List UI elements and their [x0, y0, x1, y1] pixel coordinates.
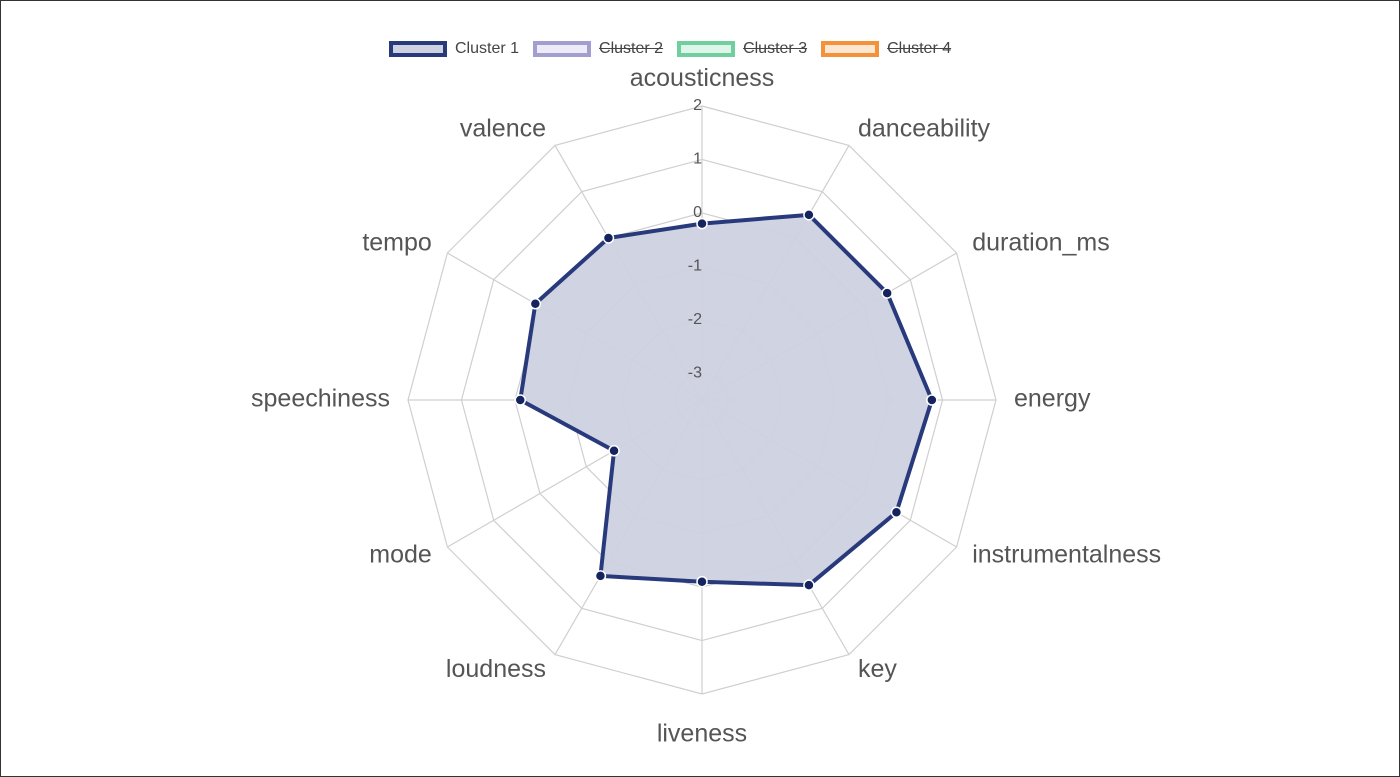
data-point [514, 394, 527, 406]
axis-label-loudness: loudness [446, 655, 546, 683]
data-point [602, 232, 615, 244]
legend-label-cluster-2: Cluster 2 [599, 40, 664, 57]
data-point [881, 287, 893, 299]
axis-label-mode: mode [369, 541, 432, 569]
data-point [890, 506, 903, 519]
legend-swatch-cluster-3 [677, 41, 736, 57]
legend-item-cluster-3[interactable]: Cluster 3 [677, 40, 807, 58]
legend-label-cluster-1: Cluster 1 [455, 40, 520, 57]
radial-tick-label: -2 [688, 311, 702, 328]
axis-label-energy: energy [1014, 385, 1091, 413]
data-point [608, 445, 620, 457]
axis-label-acousticness: acousticness [630, 64, 775, 92]
legend-item-cluster-4[interactable]: Cluster 4 [821, 40, 951, 58]
axis-label-speechiness: speechiness [251, 385, 390, 413]
radial-tick-label: 0 [693, 204, 702, 221]
axis-label-danceability: danceability [858, 114, 991, 142]
legend-item-cluster-1[interactable]: Cluster 1 [389, 40, 519, 58]
legend-item-cluster-2[interactable]: Cluster 2 [533, 40, 663, 58]
data-point [696, 217, 708, 230]
legend-label-cluster-4: Cluster 4 [887, 40, 952, 57]
legend-swatch-cluster-2 [533, 41, 592, 57]
axis-label-valence: valence [460, 114, 546, 142]
axis-label-instrumentalness: instrumentalness [972, 541, 1161, 569]
legend-swatch-cluster-1 [389, 41, 447, 57]
radial-tick-label: -1 [688, 258, 702, 275]
legend-label-cluster-3: Cluster 3 [743, 40, 808, 57]
legend-swatch-cluster-4 [821, 41, 880, 57]
axis-label-tempo: tempo [362, 229, 431, 257]
axis-label-key: key [858, 655, 897, 683]
axis-label-duration-ms: duration_ms [972, 229, 1110, 257]
series-area-cluster-1 [518, 212, 934, 588]
data-point [696, 575, 708, 588]
legend: Cluster 1 Cluster 2 Cluster 3 Cluster 4 [389, 37, 965, 61]
axis-label-liveness: liveness [657, 720, 747, 748]
data-point [529, 298, 542, 310]
data-point [926, 394, 938, 406]
data-point [803, 209, 815, 221]
radial-tick-label: 1 [693, 151, 702, 168]
data-point [803, 579, 815, 591]
data-point [594, 570, 607, 582]
radial-tick-label: -3 [688, 364, 702, 381]
radial-tick-label: 2 [693, 97, 702, 114]
